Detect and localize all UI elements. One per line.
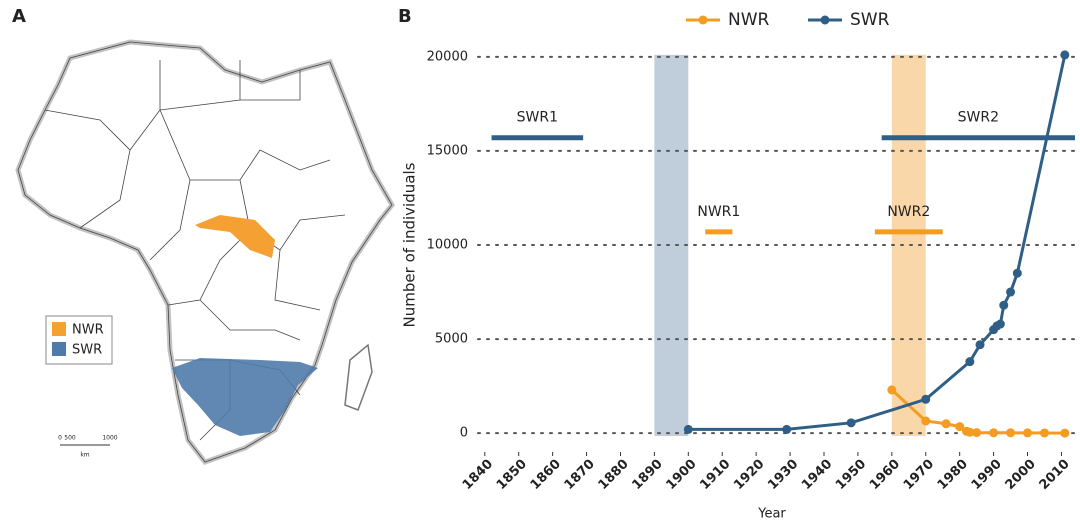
- x-tick-label: 1910: [697, 457, 733, 493]
- data-point: [1006, 428, 1016, 438]
- data-point: [921, 394, 931, 404]
- data-point: [1012, 268, 1022, 278]
- x-tick-label: 1970: [901, 457, 937, 493]
- x-tick-label: 1920: [731, 457, 767, 493]
- legend-label: NWR: [72, 323, 104, 338]
- x-tick-label: 1990: [969, 457, 1005, 493]
- legend-swatch: [820, 15, 830, 25]
- panel-label: B: [398, 6, 412, 27]
- x-tick-label: 2010: [1037, 457, 1073, 493]
- scale-label: 1000: [102, 435, 117, 442]
- data-point: [1060, 50, 1070, 60]
- plot: 0 5000 10000 15000 20000 18401850186018701880…: [427, 10, 1076, 493]
- x-axis-label: Year: [757, 507, 786, 522]
- legend-label: SWR: [850, 10, 890, 30]
- x-tick-label: 1900: [663, 457, 699, 493]
- scale-unit: km: [80, 452, 89, 459]
- x-tick-label: 1940: [799, 457, 835, 493]
- data-point: [782, 424, 792, 434]
- data-point: [1023, 428, 1033, 438]
- data-point: [921, 416, 931, 426]
- x-tick-label: 1980: [935, 457, 971, 493]
- x-tick-label: 1930: [765, 457, 801, 493]
- range-label: SWR1: [517, 110, 558, 126]
- x-tick-label: 2000: [1003, 457, 1039, 493]
- madagascar: [344, 343, 373, 411]
- data-point: [1060, 428, 1070, 438]
- legend-swatch: [52, 342, 66, 356]
- x-tick-label: 1850: [494, 457, 530, 493]
- x-tick-label: 1960: [867, 457, 903, 493]
- y-tick-label: 10000: [427, 238, 468, 253]
- y-axis-label: Number of individuals: [401, 162, 419, 327]
- data-point: [965, 427, 975, 437]
- scale-label: 0: [58, 435, 62, 442]
- data-point: [955, 422, 965, 432]
- legend-label: NWR: [728, 10, 770, 30]
- range-label: SWR2: [958, 110, 999, 126]
- data-point: [975, 340, 985, 350]
- coast: [17, 41, 393, 463]
- data-point: [1039, 428, 1049, 438]
- x-tick-label: 1880: [596, 457, 632, 493]
- data-point: [887, 385, 897, 395]
- x-tick-label: 1870: [562, 457, 598, 493]
- x-tick-label: 1840: [460, 457, 496, 493]
- swr-area: [172, 358, 318, 436]
- data-point: [683, 424, 693, 434]
- x-tick-label: 1860: [528, 457, 564, 493]
- range-label: NWR2: [887, 204, 930, 220]
- data-point: [989, 428, 999, 438]
- data-point: [846, 418, 856, 428]
- y-tick-label: 5000: [435, 332, 468, 347]
- y-tick-label: 0: [460, 426, 468, 441]
- legend-swatch: [52, 322, 66, 336]
- data-point: [1006, 287, 1016, 297]
- nwr-area: [195, 215, 275, 258]
- data-point: [999, 300, 1009, 310]
- series-line: [688, 54, 1067, 431]
- range-label: NWR1: [697, 204, 740, 220]
- y-tick-label: 15000: [427, 143, 468, 158]
- x-tick-label: 1950: [833, 457, 869, 493]
- data-point: [965, 357, 975, 367]
- map: NWR SWR 0 500 1000 km: [15, 39, 396, 465]
- legend-swatch: [698, 15, 708, 25]
- data-point: [995, 319, 1005, 329]
- panel-label: A: [12, 6, 26, 27]
- data-point: [972, 428, 982, 438]
- scale-label: 500: [64, 435, 76, 442]
- y-tick-label: 20000: [427, 49, 468, 64]
- legend-label: SWR: [72, 343, 102, 358]
- data-point: [941, 419, 951, 429]
- x-tick-label: 1890: [629, 457, 665, 493]
